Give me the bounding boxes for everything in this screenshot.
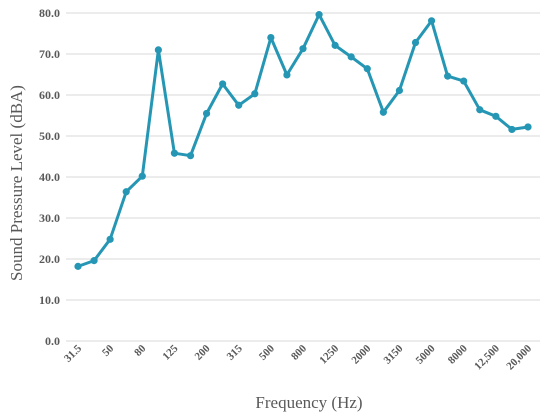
x-tick-label: 20,000 xyxy=(504,342,534,372)
data-point-0 xyxy=(74,262,82,270)
gridlines xyxy=(66,12,540,342)
x-tick-label: 31.5 xyxy=(62,342,84,364)
data-point-6 xyxy=(170,149,179,157)
data-point-21 xyxy=(411,38,420,47)
y-tick-label: 40.0 xyxy=(39,170,60,184)
y-tick-label: 50.0 xyxy=(39,129,60,143)
y-tick-label: 10.0 xyxy=(39,293,60,307)
data-point-14 xyxy=(299,45,307,53)
y-tick-label: 20.0 xyxy=(39,252,60,266)
data-point-2 xyxy=(106,235,114,243)
data-point-20 xyxy=(395,86,404,95)
y-axis-title: Sound Pressure Level (dBA) xyxy=(7,85,26,281)
data-point-19 xyxy=(379,108,387,116)
y-tick-label: 60.0 xyxy=(39,88,60,102)
x-tick-label: 200 xyxy=(193,342,214,363)
data-point-9 xyxy=(219,80,227,88)
data-point-1 xyxy=(90,257,98,265)
data-point-16 xyxy=(331,41,339,49)
data-point-22 xyxy=(427,17,436,25)
x-tick-label: 50 xyxy=(100,342,117,359)
x-tick-label: 3150 xyxy=(382,342,406,366)
y-tick-label: 70.0 xyxy=(39,47,60,61)
data-point-28 xyxy=(524,123,532,131)
x-tick-label: 5000 xyxy=(414,342,438,366)
y-tick-label: 80.0 xyxy=(39,6,60,20)
data-point-23 xyxy=(444,72,452,80)
data-points xyxy=(74,11,532,270)
x-tick-label: 8000 xyxy=(446,342,470,366)
data-point-11 xyxy=(251,90,259,98)
data-point-13 xyxy=(283,71,291,79)
data-point-17 xyxy=(347,53,355,61)
x-tick-label: 80 xyxy=(132,342,149,359)
x-tick-label: 2000 xyxy=(349,342,373,366)
x-tick-label: 125 xyxy=(160,342,181,363)
data-point-5 xyxy=(154,46,162,54)
y-tick-labels: 0.0 10.0 20.0 30.0 40.0 50.0 60.0 70.0 80.0 xyxy=(39,6,60,348)
x-tick-label: 800 xyxy=(289,342,310,363)
x-tick-label: 315 xyxy=(225,342,246,363)
x-tick-label: 12,500 xyxy=(472,342,502,372)
data-point-15 xyxy=(315,11,323,19)
data-point-7 xyxy=(186,152,195,160)
data-point-25 xyxy=(476,106,484,114)
data-point-8 xyxy=(202,109,211,118)
data-point-26 xyxy=(492,112,500,120)
y-tick-label: 0.0 xyxy=(45,334,60,348)
x-tick-label: 500 xyxy=(257,342,278,363)
x-axis-title: Frequency (Hz) xyxy=(255,393,362,412)
data-point-12 xyxy=(267,34,275,42)
x-tick-labels: 31.5 50 80 125 200 315 500 800 1250 2000 3150 5000 8… xyxy=(62,342,534,372)
series-line xyxy=(77,13,529,268)
data-point-10 xyxy=(235,101,243,109)
data-point-27 xyxy=(508,125,516,134)
x-tick-label: 1250 xyxy=(317,342,341,366)
data-point-18 xyxy=(363,65,371,73)
data-point-4 xyxy=(138,172,146,180)
data-point-24 xyxy=(460,77,468,85)
data-point-3 xyxy=(122,188,130,196)
y-tick-label: 30.0 xyxy=(39,211,60,225)
